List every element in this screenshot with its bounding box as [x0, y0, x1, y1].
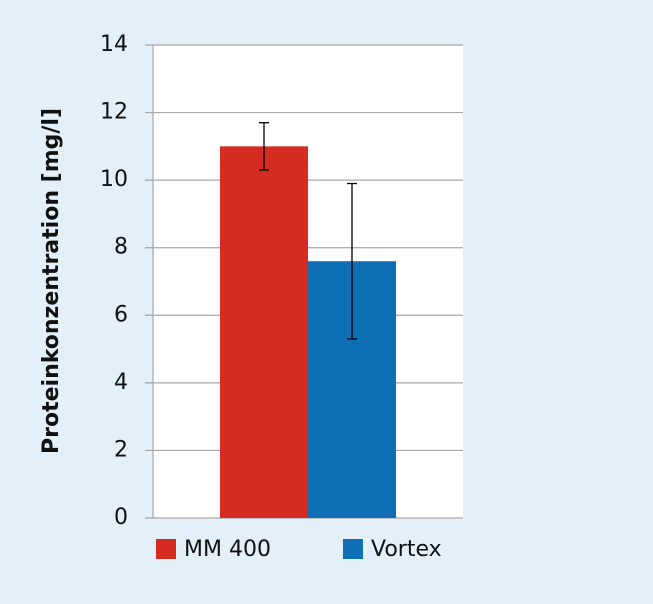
y-tick-label: 14	[100, 32, 128, 57]
legend-swatch	[343, 539, 363, 559]
legend-label: Vortex	[371, 537, 442, 562]
legend-swatch	[156, 539, 176, 559]
y-axis-label: Proteinkonzentration [mg/l]	[39, 108, 64, 454]
y-tick-label: 0	[114, 505, 128, 530]
y-tick-label: 6	[114, 302, 128, 327]
y-tick-label: 2	[114, 437, 128, 462]
y-tick-label: 12	[100, 100, 128, 125]
legend-label: MM 400	[184, 537, 271, 562]
y-tick-label: 10	[100, 167, 128, 192]
bar	[220, 146, 308, 518]
y-tick-label: 8	[114, 235, 128, 260]
y-tick-label: 4	[114, 370, 128, 395]
